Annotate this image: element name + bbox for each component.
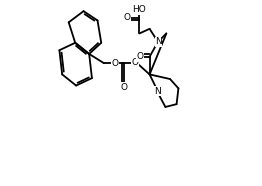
Text: O: O bbox=[121, 83, 128, 92]
Text: O: O bbox=[132, 58, 139, 67]
Text: N: N bbox=[155, 87, 161, 96]
Text: O: O bbox=[111, 59, 118, 68]
Text: HO: HO bbox=[133, 5, 146, 14]
Text: O: O bbox=[123, 13, 130, 22]
Text: O: O bbox=[136, 52, 143, 61]
Text: N: N bbox=[155, 37, 162, 46]
